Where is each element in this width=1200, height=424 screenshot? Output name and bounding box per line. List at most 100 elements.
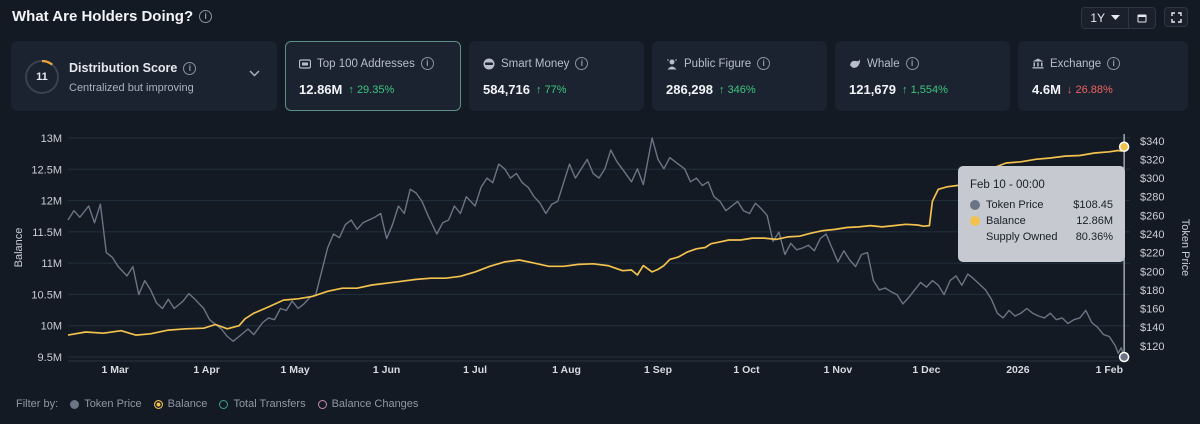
y-right-tick-label: $160 <box>1140 304 1164 316</box>
y-left-tick-label: 12.5M <box>31 164 62 176</box>
whale-icon <box>850 58 861 68</box>
delta-text: 1,554% <box>910 83 948 96</box>
filter-text: Total Transfers <box>233 398 306 410</box>
expand-icon <box>1170 11 1182 23</box>
tooltip-dot-balance <box>970 216 980 226</box>
y-right-tick-label: $340 <box>1140 136 1164 148</box>
chart-tooltip: Feb 10 - 00:00 Token Price $108.45 Balan… <box>958 166 1125 262</box>
info-icon[interactable]: i <box>199 10 213 23</box>
crosshair-dot-token-price <box>1118 351 1130 363</box>
info-icon[interactable]: i <box>757 57 771 70</box>
chevron-down-icon[interactable] <box>249 70 260 77</box>
x-tick-label: 1 Nov <box>824 364 853 376</box>
card-value-text: 286,298 <box>666 82 713 97</box>
y-left-tick-label: 13M <box>41 133 62 145</box>
y-right-axis-title: Token Price <box>1179 219 1191 276</box>
distribution-title: Distribution Score i <box>69 61 197 75</box>
distribution-score-card[interactable]: 11 Distribution Score i Centralized but … <box>11 41 277 111</box>
x-tick-label: 1 Oct <box>733 364 760 376</box>
calendar-button[interactable] <box>1128 8 1155 28</box>
card-label: Whale i <box>849 57 919 70</box>
y-right-tick-label: $240 <box>1140 229 1164 241</box>
y-left-tick-label: 11M <box>41 258 62 270</box>
card-exchange[interactable]: Exchange i 4.6M ↓ 26.88% <box>1018 41 1188 111</box>
card-value: 12.86M ↑ 29.35% <box>299 82 394 97</box>
x-tick-label: 1 Sep <box>644 364 672 376</box>
delta-text: 77% <box>544 83 567 96</box>
range-group: 1Y <box>1081 7 1156 29</box>
series-line-balance <box>67 146 1125 336</box>
y-left-tick-label: 12M <box>41 196 62 208</box>
y-right-tick-label: $120 <box>1140 341 1164 353</box>
y-left-axis-title: Balance <box>13 228 25 268</box>
card-whale[interactable]: Whale i 121,679 ↑ 1,554% <box>835 41 1010 111</box>
delta-text: 29.35% <box>356 83 395 96</box>
card-label-text: Top 100 Addresses <box>317 57 415 70</box>
x-tick-label: 1 Mar <box>101 364 128 376</box>
info-icon[interactable]: i <box>420 57 434 70</box>
filter-label: Filter by: <box>16 398 59 410</box>
info-icon[interactable]: i <box>1107 57 1121 70</box>
wallet-icon <box>299 58 311 69</box>
card-public-figure[interactable]: Public Figure i 286,298 ↑ 346% <box>652 41 827 111</box>
y-right-tick-label: $280 <box>1140 192 1164 204</box>
filter-total-transfers[interactable]: Total Transfers <box>219 398 306 410</box>
delta-up: ↑ 29.35% <box>348 83 395 96</box>
info-icon[interactable]: i <box>575 57 589 70</box>
card-smart-money[interactable]: Smart Money i 584,716 ↑ 77% <box>469 41 644 111</box>
card-label-text: Public Figure <box>684 57 752 70</box>
holders-chart[interactable]: 13M 12.5M 12M 11.5M 11M 10.5M 10M 9.5M $340 $320 $… <box>0 120 1200 388</box>
exchange-icon <box>1032 58 1044 69</box>
tooltip-title: Feb 10 - 00:00 <box>970 179 1045 191</box>
expand-button[interactable] <box>1164 7 1188 27</box>
tooltip-value: 80.36% <box>1075 231 1113 243</box>
y-right-tick-label: $320 <box>1140 154 1164 166</box>
filter-balance[interactable]: Balance <box>153 398 208 410</box>
card-value: 584,716 ↑ 77% <box>483 82 567 97</box>
score-ring: 11 <box>25 60 59 94</box>
y-right-tick-label: $180 <box>1140 285 1164 297</box>
y-right-tick-label: $260 <box>1140 210 1164 222</box>
tooltip-row: Token Price $108.45 <box>970 197 1113 213</box>
y-left-tick-label: 11.5M <box>32 227 62 239</box>
delta-up: ↑ 346% <box>719 83 756 96</box>
y-left-tick-label: 10M <box>41 321 62 333</box>
header: What Are Holders Doing? i <box>12 8 213 25</box>
card-value: 121,679 ↑ 1,554% <box>849 82 948 97</box>
filter-dot <box>219 399 229 409</box>
tooltip-dot-price <box>970 200 980 210</box>
range-select[interactable]: 1Y <box>1082 8 1128 28</box>
range-label: 1Y <box>1090 11 1105 25</box>
info-icon[interactable]: i <box>905 57 919 70</box>
y-left-tick-label: 9.5M <box>38 352 62 364</box>
tooltip-label: Balance <box>986 215 1026 227</box>
distribution-subtitle: Centralized but improving <box>69 82 194 94</box>
y-right-tick-label: $300 <box>1140 173 1164 185</box>
card-label-text: Smart Money <box>501 57 570 70</box>
filter-dot <box>317 399 327 409</box>
page-title: What Are Holders Doing? <box>12 8 194 25</box>
chevron-down-icon <box>1111 15 1120 20</box>
score-arc <box>41 60 53 66</box>
y-right-tick-label: $220 <box>1140 248 1164 260</box>
tooltip-value: $108.45 <box>1073 199 1113 211</box>
filter-balance-changes[interactable]: Balance Changes <box>317 398 418 410</box>
card-label: Smart Money i <box>483 57 589 70</box>
x-tick-label: 1 Aug <box>552 364 581 376</box>
tooltip-row: Balance 12.86M <box>970 213 1113 229</box>
crosshair-dot-balance <box>1118 141 1130 153</box>
delta-down: ↓ 26.88% <box>1066 83 1113 96</box>
card-value-text: 121,679 <box>849 82 896 97</box>
filter-text: Token Price <box>84 398 142 410</box>
delta-text: 26.88% <box>1075 83 1113 96</box>
filter-text: Balance <box>167 398 208 410</box>
filter-token-price[interactable]: Token Price <box>70 398 142 410</box>
card-top-100-addresses[interactable]: Top 100 Addresses i 12.86M ↑ 29.35% <box>285 41 461 111</box>
info-icon[interactable]: i <box>183 61 197 75</box>
card-value: 286,298 ↑ 346% <box>666 82 756 97</box>
x-tick-label: 1 Apr <box>193 364 219 376</box>
card-value-text: 4.6M <box>1032 82 1061 97</box>
smart-money-icon <box>483 58 495 69</box>
card-value-text: 584,716 <box>483 82 530 97</box>
x-tick-label: 1 May <box>281 364 310 376</box>
